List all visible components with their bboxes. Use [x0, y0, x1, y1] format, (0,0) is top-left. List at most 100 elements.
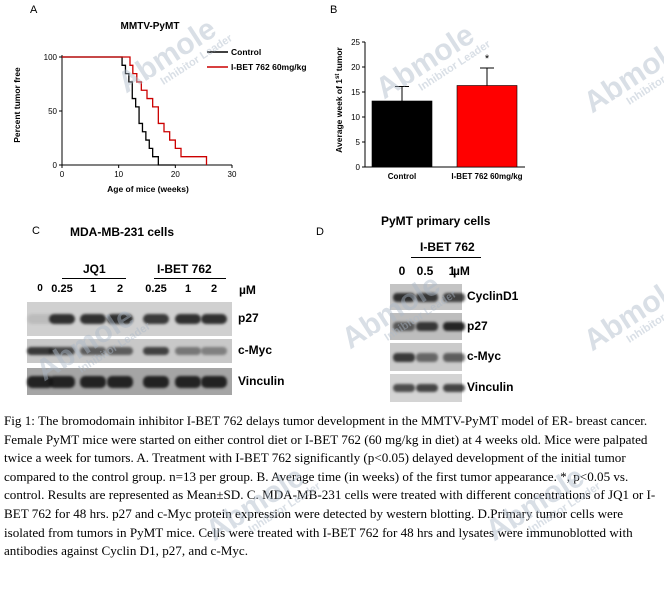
blot-band: [107, 375, 133, 388]
bar-y-tick-label: 0: [356, 163, 361, 172]
ibet-bracket: [154, 278, 226, 279]
blot-band: [443, 292, 465, 302]
blot-band: [175, 314, 201, 324]
blot-band: [27, 347, 53, 355]
blot-band: [175, 347, 201, 355]
bar-y-tick-label: 10: [351, 113, 360, 122]
bar-marks: Control I-BET 762 60mg/kg *: [371, 53, 523, 181]
figure-caption: Fig 1: The bromodomain inhibitor I-BET 7…: [4, 413, 656, 559]
blot-band: [416, 292, 438, 302]
band-label-c-myc: c-Myc: [467, 349, 502, 363]
band-label-vinculin: Vinculin: [467, 380, 514, 394]
survival-title: MMTV-PyMT: [121, 21, 180, 32]
blot-band: [393, 322, 415, 331]
panel-c-title: MDA-MB-231 cells: [70, 225, 175, 239]
legend-ibet-label: I-BET 762 60mg/kg: [231, 62, 307, 72]
band-label-cyclind1: CyclinD1: [467, 289, 519, 303]
bar-ibet: [456, 85, 518, 168]
blot-band: [80, 314, 106, 324]
band-label-vinculin: Vinculin: [238, 373, 285, 388]
panel-d-bracket: [411, 257, 481, 258]
panel-a-label: A: [30, 4, 38, 16]
blot-band: [80, 375, 106, 388]
survival-xlabel: Age of mice (weeks): [107, 184, 189, 194]
blot-strip-c-myc: [390, 343, 465, 371]
blot-strip-p27: [390, 313, 465, 340]
lane-label: 1: [89, 283, 97, 295]
band-label-p27: p27: [238, 311, 259, 325]
blot-band: [49, 347, 75, 355]
blot-band: [80, 347, 106, 355]
blot-band: [201, 347, 227, 355]
lane-label: 0.5: [416, 264, 434, 278]
x-tick-label: 20: [171, 170, 180, 179]
blot-band: [143, 347, 169, 355]
panel-c-label: C: [32, 225, 40, 237]
blot-band: [201, 375, 227, 388]
band-label-p27: p27: [467, 318, 488, 333]
legend-control-label: Control: [231, 47, 261, 57]
series-control-line: [62, 56, 176, 166]
blot-band: [393, 352, 415, 362]
blot-band: [393, 292, 415, 302]
significance-star: *: [485, 53, 490, 65]
blot-strip-vinculin: [27, 368, 232, 395]
x-tick-label: 10: [114, 170, 123, 179]
blot-band: [49, 375, 75, 388]
bar-y-tick-label: 5: [356, 138, 361, 147]
blot-band: [143, 314, 169, 324]
survival-axes: 0 50 100 0 10 20 30: [44, 53, 237, 179]
band-label-c-myc: c-Myc: [238, 343, 273, 357]
blot-band: [49, 314, 75, 324]
panel-d-group: I-BET 762: [420, 240, 475, 254]
lane-label: 0: [398, 264, 406, 278]
blot-strip-cyclind1: [390, 284, 465, 310]
lane-label: 1: [448, 264, 456, 278]
blot-band: [201, 314, 227, 324]
panel-b-label: B: [330, 4, 338, 16]
panel-d-title: PyMT primary cells: [381, 214, 491, 228]
lane-label: 0: [37, 283, 43, 294]
bar-category-label: Control: [388, 172, 416, 181]
panel-d-label: D: [316, 226, 324, 238]
blot-band: [143, 375, 169, 388]
panel-c-group-ibet: I-BET 762: [157, 262, 212, 276]
bar-chart: Average week of 1st tumor 0 5 10 15 20 25 Con…: [334, 38, 525, 181]
jq1-bracket: [62, 278, 126, 279]
bar-ylabel: Average week of 1st tumor: [334, 46, 344, 152]
lane-label: 2: [116, 283, 124, 295]
blot-strip-vinculin: [390, 374, 465, 402]
blot-band: [175, 375, 201, 388]
blot-strip-c-myc: [27, 339, 232, 363]
blot-band: [393, 384, 415, 392]
blot-band: [416, 322, 438, 331]
survival-series: [62, 56, 208, 166]
blot-band: [416, 352, 438, 362]
panel-d-unit: µM: [453, 264, 470, 278]
bar-y-tick-label: 20: [351, 63, 360, 72]
bar-y-tick-label: 25: [351, 38, 360, 47]
y-tick-label: 100: [44, 53, 58, 62]
blot-band: [416, 384, 438, 392]
series-ibet-line: [62, 56, 208, 165]
panel-c-unit: µM: [239, 283, 256, 297]
blot-band: [443, 384, 465, 392]
x-tick-label: 0: [60, 170, 65, 179]
blot-band: [27, 314, 53, 324]
bar-control: [371, 100, 433, 168]
blot-strip-p27: [27, 302, 232, 336]
lane-label: 2: [210, 283, 218, 295]
blot-band: [107, 347, 133, 355]
y-tick-label: 0: [53, 161, 58, 170]
panel-c-group-jq1: JQ1: [83, 262, 106, 276]
blot-band: [443, 352, 465, 362]
blot-band: [443, 322, 465, 331]
lane-label: 0.25: [145, 283, 167, 295]
blot-band: [27, 375, 53, 388]
lane-label: 0.25: [51, 283, 73, 295]
lane-label: 1: [184, 283, 192, 295]
survival-ylabel: Percent tumor free: [12, 67, 22, 143]
x-tick-label: 30: [228, 170, 237, 179]
survival-chart: MMTV-PyMT 0 50 100 0 10 20 30 Percent tumor fr…: [12, 21, 307, 194]
